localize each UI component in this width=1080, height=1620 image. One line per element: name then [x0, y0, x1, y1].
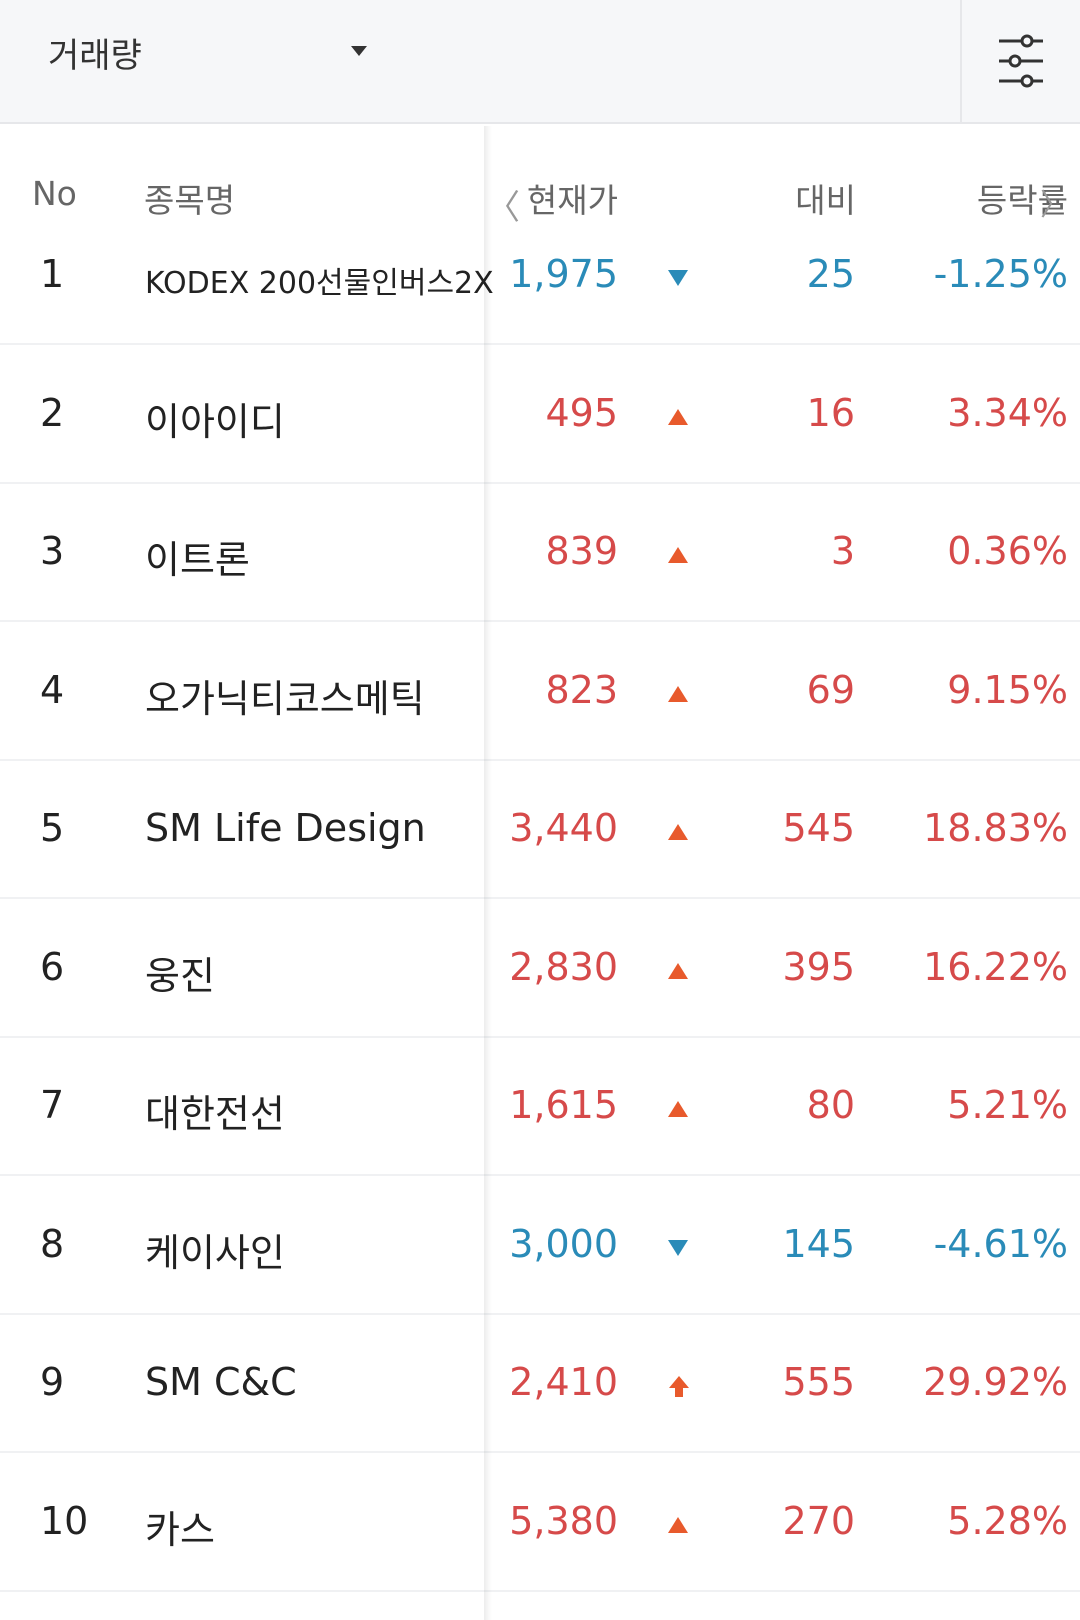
stock-name: 웅진: [145, 954, 215, 998]
current-price: 3,440: [509, 806, 618, 850]
table-row[interactable]: 10 카스 5,380 270 5.28%: [0, 1453, 1080, 1592]
stock-name: 이트론: [145, 538, 250, 582]
price-change: 25: [806, 252, 855, 296]
row-number: 5: [40, 806, 65, 850]
change-rate: 29.92%: [923, 1360, 1068, 1404]
price-change: 270: [782, 1499, 855, 1543]
sliders-icon: [999, 34, 1043, 88]
up-arrow-icon: [668, 1515, 690, 1535]
price-change: 145: [782, 1222, 855, 1266]
row-number: 6: [40, 945, 65, 989]
table-row[interactable]: 6 웅진 2,830 395 16.22%: [0, 899, 1080, 1038]
stock-name: 오가닉티코스메틱: [145, 677, 425, 721]
sort-label: 거래량: [48, 36, 142, 76]
table-row[interactable]: 9 SM C&C 2,410 555 29.92%: [0, 1314, 1080, 1453]
current-price: 2,830: [509, 945, 618, 989]
change-rate: 9.15%: [947, 668, 1068, 712]
stock-name: KODEX 200선물인버스2X: [145, 266, 494, 301]
table-row[interactable]: 7 대한전선 1,615 80 5.21%: [0, 1037, 1080, 1176]
scroll-left-icon[interactable]: 〈: [486, 188, 520, 228]
stock-name: SM C&C: [145, 1360, 297, 1404]
header-no[interactable]: No: [32, 174, 77, 213]
up-arrow-icon: [668, 961, 690, 981]
filter-settings-button[interactable]: [960, 0, 1080, 122]
row-number: 9: [40, 1360, 65, 1404]
table-row[interactable]: 3 이트론 839 3 0.36%: [0, 483, 1080, 622]
up-arrow-icon: [668, 407, 690, 427]
current-price: 1,615: [509, 1083, 618, 1127]
caret-down-icon: [351, 46, 367, 56]
current-price: 5,380: [509, 1499, 618, 1543]
header-change[interactable]: 대비: [795, 181, 856, 220]
limit-up-arrow-icon: [668, 1376, 690, 1397]
row-number: 2: [40, 391, 65, 435]
price-change: 545: [782, 806, 855, 850]
row-number: 3: [40, 529, 65, 573]
current-price: 839: [545, 529, 618, 573]
price-change: 3: [830, 529, 855, 573]
up-arrow-icon: [668, 1099, 690, 1119]
down-arrow-icon: [668, 268, 690, 288]
up-arrow-icon: [668, 545, 690, 565]
row-number: 1: [40, 252, 65, 296]
price-change: 16: [806, 391, 855, 435]
top-bar: 거래량: [0, 0, 1080, 124]
row-number: 7: [40, 1083, 65, 1127]
stock-name: 카스: [145, 1508, 215, 1552]
price-change: 80: [806, 1083, 855, 1127]
current-price: 495: [545, 391, 618, 435]
sort-dropdown[interactable]: 거래량: [48, 24, 378, 80]
price-change: 555: [782, 1360, 855, 1404]
header-rate[interactable]: 등락률: [976, 181, 1068, 220]
down-arrow-icon: [668, 1238, 690, 1258]
change-rate: 5.28%: [947, 1499, 1068, 1543]
change-rate: 18.83%: [923, 806, 1068, 850]
price-change: 69: [806, 668, 855, 712]
current-price: 3,000: [509, 1222, 618, 1266]
stock-name: 케이사인: [145, 1231, 285, 1275]
stock-name: 이아이디: [145, 400, 285, 444]
table-header: No 종목명 〈 현재가 대비 등락률 〉: [0, 126, 1080, 266]
column-shadow-divider: [484, 126, 492, 1620]
table-row[interactable]: 8 케이사인 3,000 145 -4.61%: [0, 1176, 1080, 1315]
table-row[interactable]: 1 KODEX 200선물인버스2X 1,975 25 -1.25%: [0, 206, 1080, 345]
current-price: 2,410: [509, 1360, 618, 1404]
stock-name: SM Life Design: [145, 806, 426, 850]
scroll-right-icon[interactable]: 〉: [1040, 188, 1070, 223]
current-price: 823: [545, 668, 618, 712]
change-rate: 0.36%: [947, 529, 1068, 573]
change-rate: 5.21%: [947, 1083, 1068, 1127]
row-number: 10: [40, 1499, 89, 1543]
change-rate: -1.25%: [933, 252, 1068, 296]
change-rate: 3.34%: [947, 391, 1068, 435]
change-rate: 16.22%: [923, 945, 1068, 989]
current-price: 1,975: [509, 252, 618, 296]
table-row[interactable]: 4 오가닉티코스메틱 823 69 9.15%: [0, 622, 1080, 761]
up-arrow-icon: [668, 822, 690, 842]
table-row[interactable]: 5 SM Life Design 3,440 545 18.83%: [0, 760, 1080, 899]
up-arrow-icon: [668, 684, 690, 704]
header-name[interactable]: 종목명: [144, 181, 236, 220]
change-rate: -4.61%: [933, 1222, 1068, 1266]
row-number: 4: [40, 668, 65, 712]
table-row[interactable]: 2 이아이디 495 16 3.34%: [0, 345, 1080, 484]
row-number: 8: [40, 1222, 65, 1266]
stock-name: 대한전선: [145, 1092, 285, 1136]
price-change: 395: [782, 945, 855, 989]
header-price[interactable]: 현재가: [526, 181, 618, 220]
